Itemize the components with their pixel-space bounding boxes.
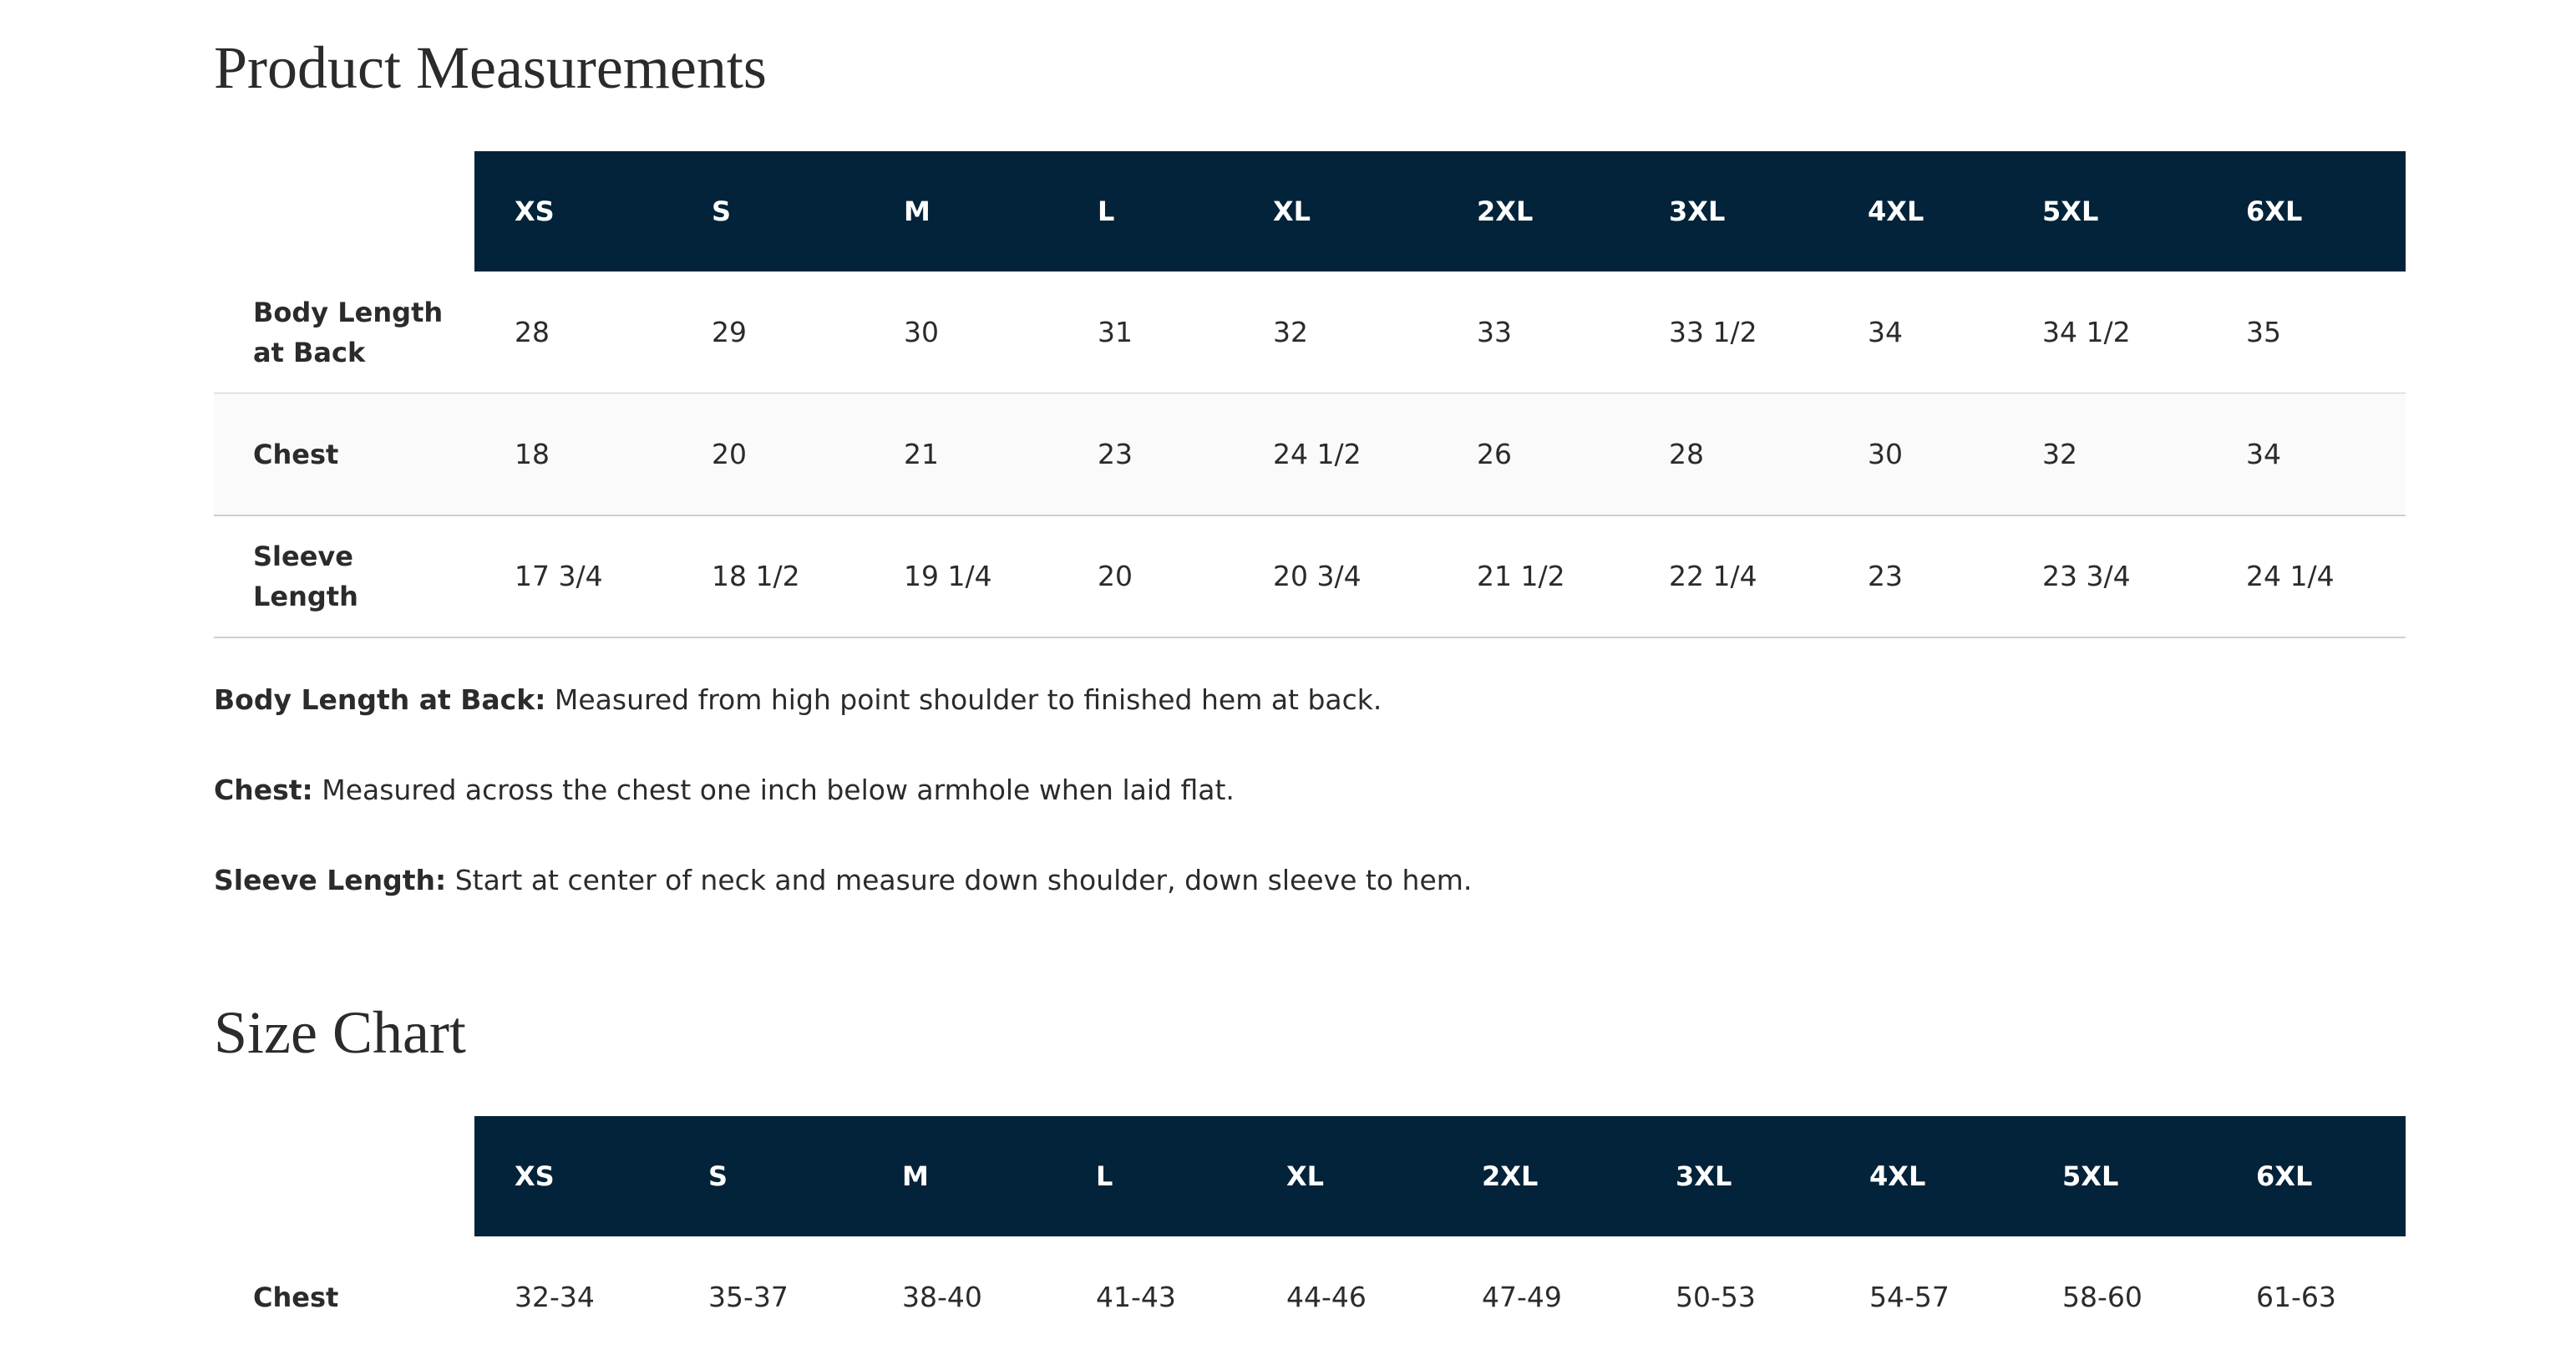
cell: 31	[1098, 316, 1133, 348]
cell: 41-43	[1096, 1281, 1176, 1313]
table-header	[474, 1116, 2406, 1236]
cell: 22 1/4	[1669, 560, 1757, 592]
note-term: Body Length at Back:	[214, 683, 546, 716]
row-divider	[214, 637, 2406, 638]
cell: 28	[515, 316, 550, 348]
cell: 29	[712, 316, 747, 348]
cell: 23 3/4	[2042, 560, 2131, 592]
cell: 23	[1098, 438, 1133, 470]
cell: 32	[2042, 438, 2077, 470]
cell: 21	[904, 438, 939, 470]
size-header: 6XL	[2256, 1160, 2313, 1192]
cell: 28	[1669, 438, 1704, 470]
cell: 35-37	[708, 1281, 789, 1313]
size-header: 2XL	[1477, 195, 1534, 227]
note-text: Start at center of neck and measure down…	[454, 864, 1473, 896]
cell: 23	[1868, 560, 1903, 592]
size-header: 4XL	[1868, 195, 1924, 227]
row-label: Chest	[253, 439, 339, 470]
cell: 18 1/2	[712, 560, 800, 592]
cell: 47-49	[1482, 1281, 1562, 1313]
note-term: Sleeve Length:	[214, 864, 447, 896]
cell: 50-53	[1676, 1281, 1756, 1313]
cell: 24 1/2	[1273, 438, 1362, 470]
size-header: XL	[1286, 1160, 1325, 1192]
cell: 35	[2246, 316, 2281, 348]
cell: 32-34	[515, 1281, 595, 1313]
cell: 32	[1273, 316, 1308, 348]
size-header: 6XL	[2246, 195, 2303, 227]
size-header: S	[708, 1160, 728, 1192]
cell: 34 1/2	[2042, 316, 2131, 348]
cell: 30	[1868, 438, 1903, 470]
size-header: 4XL	[1869, 1160, 1926, 1192]
cell: 26	[1477, 438, 1512, 470]
cell: 17 3/4	[515, 560, 603, 592]
row-divider	[214, 515, 2406, 516]
cell: 20	[1098, 560, 1133, 592]
size-header: L	[1098, 195, 1115, 227]
section-title: Size Chart	[214, 999, 466, 1066]
row-bg	[214, 393, 2406, 515]
table-header	[474, 151, 2406, 272]
cell: 18	[515, 438, 550, 470]
cell: 24 1/4	[2246, 560, 2335, 592]
size-header: 3XL	[1676, 1160, 1732, 1192]
note-text: Measured from high point shoulder to fin…	[554, 683, 1382, 716]
row-label: Sleeve Length	[253, 541, 358, 612]
cell: 20 3/4	[1273, 560, 1362, 592]
cell: 20	[712, 438, 747, 470]
size-header: L	[1096, 1160, 1113, 1192]
size-header: XL	[1273, 195, 1311, 227]
cell: 33	[1477, 316, 1512, 348]
size-header: XS	[515, 195, 555, 227]
cell: 58-60	[2062, 1281, 2142, 1313]
size-header: 5XL	[2042, 195, 2099, 227]
note: Sleeve Length: Start at center of neck a…	[214, 864, 1472, 896]
row-label: Body Length at Back	[253, 297, 444, 368]
note: Chest: Measured across the chest one inc…	[214, 774, 1235, 806]
cell: 19 1/4	[904, 560, 992, 592]
cell: 54-57	[1869, 1281, 1950, 1313]
section-title: Product Measurements	[214, 34, 767, 101]
cell: 44-46	[1286, 1281, 1367, 1313]
size-header: S	[712, 195, 732, 227]
cell: 30	[904, 316, 939, 348]
cell: 34	[2246, 438, 2281, 470]
cell: 38-40	[902, 1281, 982, 1313]
size-header: M	[904, 195, 931, 227]
cell: 34	[1868, 316, 1903, 348]
size-header: 5XL	[2062, 1160, 2119, 1192]
row-label: Chest	[253, 1282, 339, 1313]
size-header: 2XL	[1482, 1160, 1539, 1192]
cell: 61-63	[2256, 1281, 2336, 1313]
size-header: XS	[515, 1160, 555, 1192]
cell: 21 1/2	[1477, 560, 1565, 592]
cell: 33 1/2	[1669, 316, 1757, 348]
note: Body Length at Back: Measured from high …	[214, 683, 1382, 716]
size-header: M	[902, 1160, 929, 1192]
size-header: 3XL	[1669, 195, 1726, 227]
note-text: Measured across the chest one inch below…	[322, 774, 1235, 806]
note-term: Chest:	[214, 774, 313, 806]
